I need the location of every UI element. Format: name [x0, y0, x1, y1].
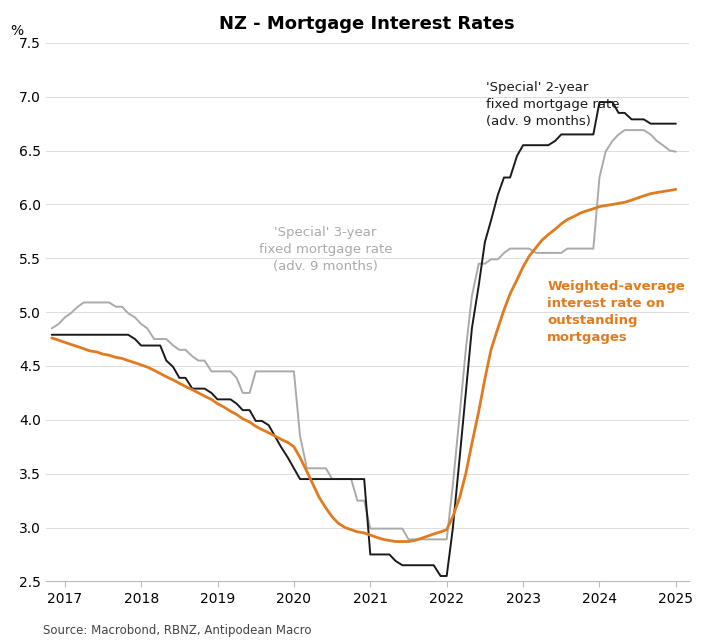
Text: 'Special' 3-year
fixed mortgage rate
(adv. 9 months): 'Special' 3-year fixed mortgage rate (ad…: [259, 226, 392, 273]
Text: Source: Macrobond, RBNZ, Antipodean Macro: Source: Macrobond, RBNZ, Antipodean Macr…: [43, 624, 311, 637]
Title: NZ - Mortgage Interest Rates: NZ - Mortgage Interest Rates: [219, 15, 515, 33]
Text: 'Special' 2-year
fixed mortgage rate
(adv. 9 months): 'Special' 2-year fixed mortgage rate (ad…: [486, 81, 620, 127]
Text: %: %: [10, 24, 24, 38]
Text: Weighted-average
interest rate on
outstanding
mortgages: Weighted-average interest rate on outsta…: [547, 280, 685, 344]
